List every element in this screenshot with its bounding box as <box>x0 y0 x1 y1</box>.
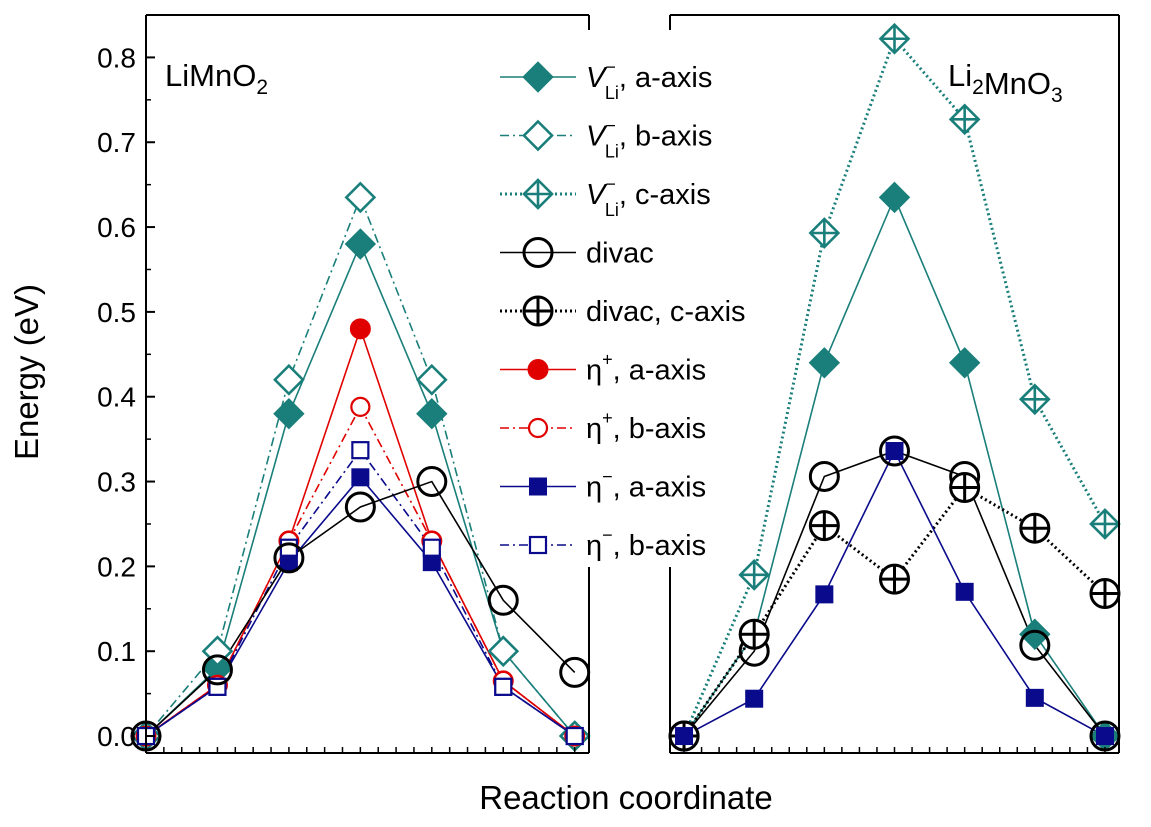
legend-marker <box>522 295 554 327</box>
limno2-data-point <box>351 441 370 460</box>
limno2-y-tick-label: 0.4 <box>97 382 136 413</box>
li2mno3-data-point <box>1025 688 1044 707</box>
limno2-y-tick-label: 0.6 <box>97 212 136 243</box>
li2mno3-series-layer <box>668 22 1121 752</box>
li2mno3-data-point <box>878 22 911 55</box>
li2mno3-data-point <box>738 618 770 650</box>
panel-limno2: 0.0 0.1 0.2 0.3 0.4 0.5 0.6 0.7 0.8 LiMnO2 <box>97 14 591 754</box>
limno2-data-point <box>273 397 305 430</box>
legend-marker <box>522 119 554 152</box>
limno2-data-point <box>273 542 305 574</box>
x-axis-label: Reaction coordinate <box>479 779 773 816</box>
li2mno3-data-point <box>1019 629 1051 661</box>
limno2-data-point <box>344 228 377 260</box>
li2mno3-data-point <box>808 460 840 492</box>
legend-marker <box>527 359 549 380</box>
legend-marker <box>528 535 548 555</box>
limno2-data-point <box>279 538 299 557</box>
limno2-data-point <box>416 466 448 498</box>
li2mno3-data-point <box>879 435 910 467</box>
limno2-data-point <box>415 363 448 396</box>
li2mno3-data-point <box>948 103 981 136</box>
legend-marker <box>522 61 554 93</box>
legend-label: η−, b-axis <box>586 525 706 562</box>
legend-entry: V− Li, c-axis <box>500 174 711 220</box>
limno2-data-point <box>422 538 441 557</box>
limno2-y-tick-label: 0.2 <box>97 551 136 582</box>
li2mno3-data-point <box>878 181 911 214</box>
legend-label: V− Li, a-axis <box>586 57 712 103</box>
li2mno3-data-point <box>815 585 834 604</box>
limno2-data-point <box>344 181 377 214</box>
li2mno3-data-point <box>949 471 981 503</box>
legend-entry: η−, b-axis <box>500 525 706 562</box>
limno2-data-point <box>351 468 370 487</box>
limno2-data-point <box>416 397 448 430</box>
limno2-series-layer <box>130 181 591 752</box>
legend: V− Li, a-axis V− Li, b-axis V− Li, c-axis diva… <box>500 57 746 562</box>
legend-label: η+, b-axis <box>586 408 706 445</box>
li2mno3-data-point <box>885 442 904 461</box>
li2mno3-data-point <box>948 347 981 379</box>
li2mno3-data-point <box>1095 727 1114 746</box>
legend-entry: η−, a-axis <box>500 467 706 504</box>
limno2-data-point <box>350 396 371 418</box>
limno2-y-tick-label: 0.0 <box>97 721 136 752</box>
legend-entry: divac <box>500 237 654 270</box>
li2mno3-data-point <box>738 559 771 591</box>
legend-entry: η+, b-axis <box>500 408 706 445</box>
legend-label: divac, c-axis <box>586 296 746 328</box>
limno2-y-tick-label: 0.5 <box>97 297 136 328</box>
legend-entry: V− Li, a-axis <box>500 57 712 103</box>
limno2-data-point <box>487 584 519 616</box>
limno2-data-point <box>349 318 371 340</box>
li2mno3-data-point <box>808 217 841 249</box>
li2mno3-data-point <box>808 510 840 542</box>
limno2-y-tick-label: 0.8 <box>97 42 136 73</box>
legend-label: η+, a-axis <box>586 350 706 387</box>
limno2-data-point <box>273 363 305 396</box>
legend-entry: divac, c-axis <box>500 295 746 328</box>
legend-marker <box>529 477 547 496</box>
legend-marker <box>522 237 554 268</box>
panel-label-limno2: LiMnO2 <box>165 58 268 99</box>
legend-marker <box>527 417 549 439</box>
limno2-y-tick-label: 0.1 <box>97 636 136 667</box>
li2mno3-data-point <box>675 727 694 746</box>
li2mno3-data-point <box>1019 618 1051 650</box>
panel-li2mno3: Li2MnO3 <box>668 14 1121 754</box>
panel-label-li2mno3: Li2MnO3 <box>948 58 1063 107</box>
limno2-data-point <box>201 654 233 686</box>
limno2-y-tick-label: 0.7 <box>97 127 136 158</box>
legend-entry: V− Li, b-axis <box>500 116 712 162</box>
legend-label: η−, a-axis <box>586 467 706 504</box>
limno2-data-point <box>565 726 584 746</box>
li2mno3-data-point <box>745 689 764 708</box>
li2mno3-data-point <box>1019 512 1051 544</box>
limno2-data-point <box>494 677 513 696</box>
li2mno3-data-point <box>879 563 910 595</box>
legend-entry: η+, a-axis <box>500 350 706 387</box>
limno2-axes: 0.0 0.1 0.2 0.3 0.4 0.5 0.6 0.7 0.8 <box>97 14 590 754</box>
legend-label: divac <box>586 238 654 270</box>
li2mno3-data-point <box>955 582 974 601</box>
y-axis-label: Energy (eV) <box>8 284 45 460</box>
legend-label: V− Li, c-axis <box>586 174 711 220</box>
limno2-data-point <box>344 491 376 523</box>
li2mno3-data-point <box>1089 578 1121 610</box>
limno2-y-tick-label: 0.3 <box>97 467 136 498</box>
legend-marker <box>522 178 554 210</box>
legend-label: V− Li, b-axis <box>586 116 712 162</box>
li2mno3-data-point <box>808 347 841 379</box>
li2mno3-data-point <box>1018 383 1051 416</box>
li2mno3-axes <box>669 14 1120 754</box>
limno2-data-point <box>487 635 520 668</box>
li2mno3-data-point <box>1089 508 1121 540</box>
